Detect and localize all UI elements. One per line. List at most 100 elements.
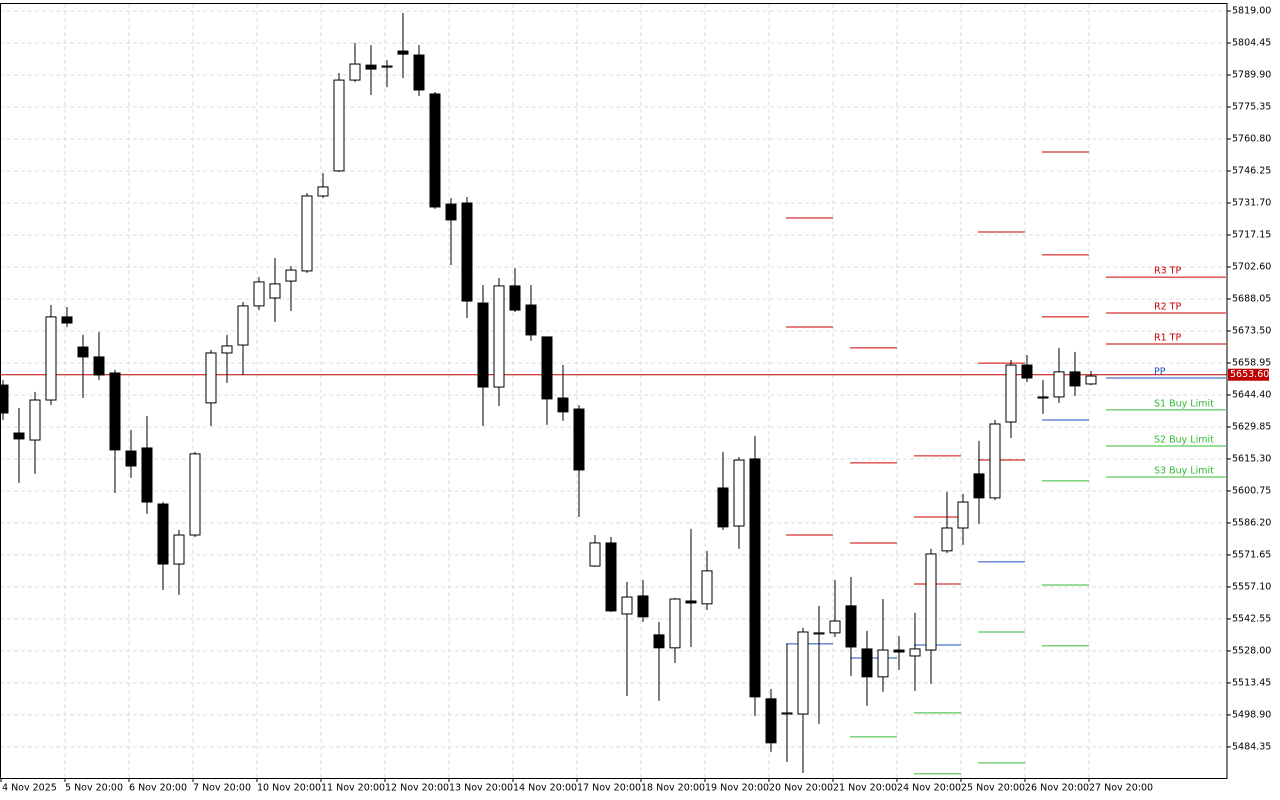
candle-body xyxy=(285,269,297,282)
candle-body xyxy=(861,648,873,678)
x-tick-label: 4 Nov 2025 xyxy=(2,783,57,794)
candle-body xyxy=(349,63,361,81)
candle-body xyxy=(605,542,617,612)
x-tick-label: 13 Nov 20:00 xyxy=(449,783,513,794)
y-tick-label: 5498.90 xyxy=(1232,709,1271,720)
candle-body xyxy=(1085,375,1097,385)
candle-body xyxy=(573,408,585,471)
candle-body xyxy=(301,195,313,272)
candle-body xyxy=(637,595,649,618)
y-tick-label: 5557.10 xyxy=(1232,581,1271,592)
candle-body xyxy=(413,54,425,91)
candle-body xyxy=(877,649,889,678)
pivot-label: S3 Buy Limit xyxy=(1154,465,1214,476)
y-tick-label: 5542.55 xyxy=(1232,613,1271,624)
candle-body xyxy=(381,65,393,68)
y-tick-label: 5819.00 xyxy=(1232,6,1271,17)
x-tick-label: 11 Nov 20:00 xyxy=(321,783,385,794)
candle-body xyxy=(973,473,985,499)
x-tick-label: 12 Nov 20:00 xyxy=(385,783,449,794)
x-tick-label: 14 Nov 20:00 xyxy=(513,783,577,794)
plot-frame xyxy=(0,3,1228,779)
y-tick-label: 5658.95 xyxy=(1232,357,1271,368)
x-tick-label: 18 Nov 20:00 xyxy=(641,783,705,794)
y-tick-label: 5688.05 xyxy=(1232,293,1271,304)
candle-body xyxy=(829,620,841,634)
candle-body xyxy=(461,202,473,302)
y-tick-label: 5775.35 xyxy=(1232,102,1271,113)
candle-body xyxy=(221,345,233,354)
candle-body xyxy=(477,302,489,388)
candle-body xyxy=(557,397,569,413)
x-tick-label: 17 Nov 20:00 xyxy=(577,783,641,794)
candle-body xyxy=(317,186,329,197)
candle-body xyxy=(525,304,537,336)
y-tick-label: 5513.45 xyxy=(1232,677,1271,688)
y-tick-label: 5528.00 xyxy=(1232,645,1271,656)
candle-body xyxy=(749,458,761,698)
candle-body xyxy=(941,527,953,552)
x-tick-label: 24 Nov 20:00 xyxy=(897,783,961,794)
candle-body xyxy=(173,534,185,565)
y-tick-label: 5673.50 xyxy=(1232,325,1271,336)
y-tick-label: 5804.45 xyxy=(1232,38,1271,49)
x-tick-label: 5 Nov 20:00 xyxy=(65,783,123,794)
candle-body xyxy=(541,336,553,400)
y-tick-label: 5571.65 xyxy=(1232,549,1271,560)
x-tick-label: 20 Nov 20:00 xyxy=(769,783,833,794)
candle-body xyxy=(189,453,201,536)
candle-body xyxy=(93,356,105,376)
y-tick-label: 5702.60 xyxy=(1232,261,1271,272)
candle-body xyxy=(765,698,777,744)
y-tick-label: 5644.40 xyxy=(1232,389,1271,400)
candle-body xyxy=(29,399,41,441)
candle-body xyxy=(1021,364,1033,379)
current-price-tag xyxy=(1228,368,1269,381)
candle-body xyxy=(701,570,713,605)
candle-body xyxy=(717,487,729,528)
candle-body xyxy=(733,459,745,527)
candle-body xyxy=(1037,396,1049,399)
candle-body xyxy=(653,634,665,649)
y-tick-label: 5629.85 xyxy=(1232,421,1271,432)
y-tick-label: 5746.25 xyxy=(1232,166,1271,177)
candle-body xyxy=(1053,371,1065,398)
candle-body xyxy=(445,203,457,221)
x-tick-label: 19 Nov 20:00 xyxy=(705,783,769,794)
candle-body xyxy=(493,285,505,388)
candle-body xyxy=(989,423,1001,499)
pivot-label: R1 TP xyxy=(1154,332,1181,343)
candle-body xyxy=(813,632,825,635)
candle-body xyxy=(781,712,793,715)
candle-body xyxy=(925,553,937,651)
candle-body xyxy=(109,372,121,451)
x-tick-label: 27 Nov 20:00 xyxy=(1089,783,1153,794)
y-tick-label: 5615.30 xyxy=(1232,453,1271,464)
candle-body xyxy=(845,605,857,648)
x-tick-label: 10 Nov 20:00 xyxy=(257,783,321,794)
candle-body xyxy=(621,596,633,615)
pivot-label: R2 TP xyxy=(1154,301,1181,312)
candle-body xyxy=(1005,364,1017,423)
y-tick-label: 5600.75 xyxy=(1232,485,1271,496)
candle-body xyxy=(685,600,697,604)
pivot-label: S2 Buy Limit xyxy=(1154,434,1214,445)
y-tick-label: 5717.15 xyxy=(1232,229,1271,240)
candle-body xyxy=(957,501,969,529)
x-tick-label: 6 Nov 20:00 xyxy=(129,783,187,794)
candle-body xyxy=(0,384,9,414)
x-tick-label: 21 Nov 20:00 xyxy=(833,783,897,794)
candle-body xyxy=(125,450,137,467)
candle-body xyxy=(61,316,73,324)
candle-body xyxy=(509,285,521,311)
candle-body xyxy=(397,50,409,55)
candle-body xyxy=(253,281,265,307)
candle-body xyxy=(909,648,921,657)
pivot-label: R3 TP xyxy=(1154,266,1181,277)
candle-body xyxy=(237,305,249,346)
candle-body xyxy=(589,542,601,567)
candle-body xyxy=(1069,371,1081,387)
candle-body xyxy=(45,316,57,401)
